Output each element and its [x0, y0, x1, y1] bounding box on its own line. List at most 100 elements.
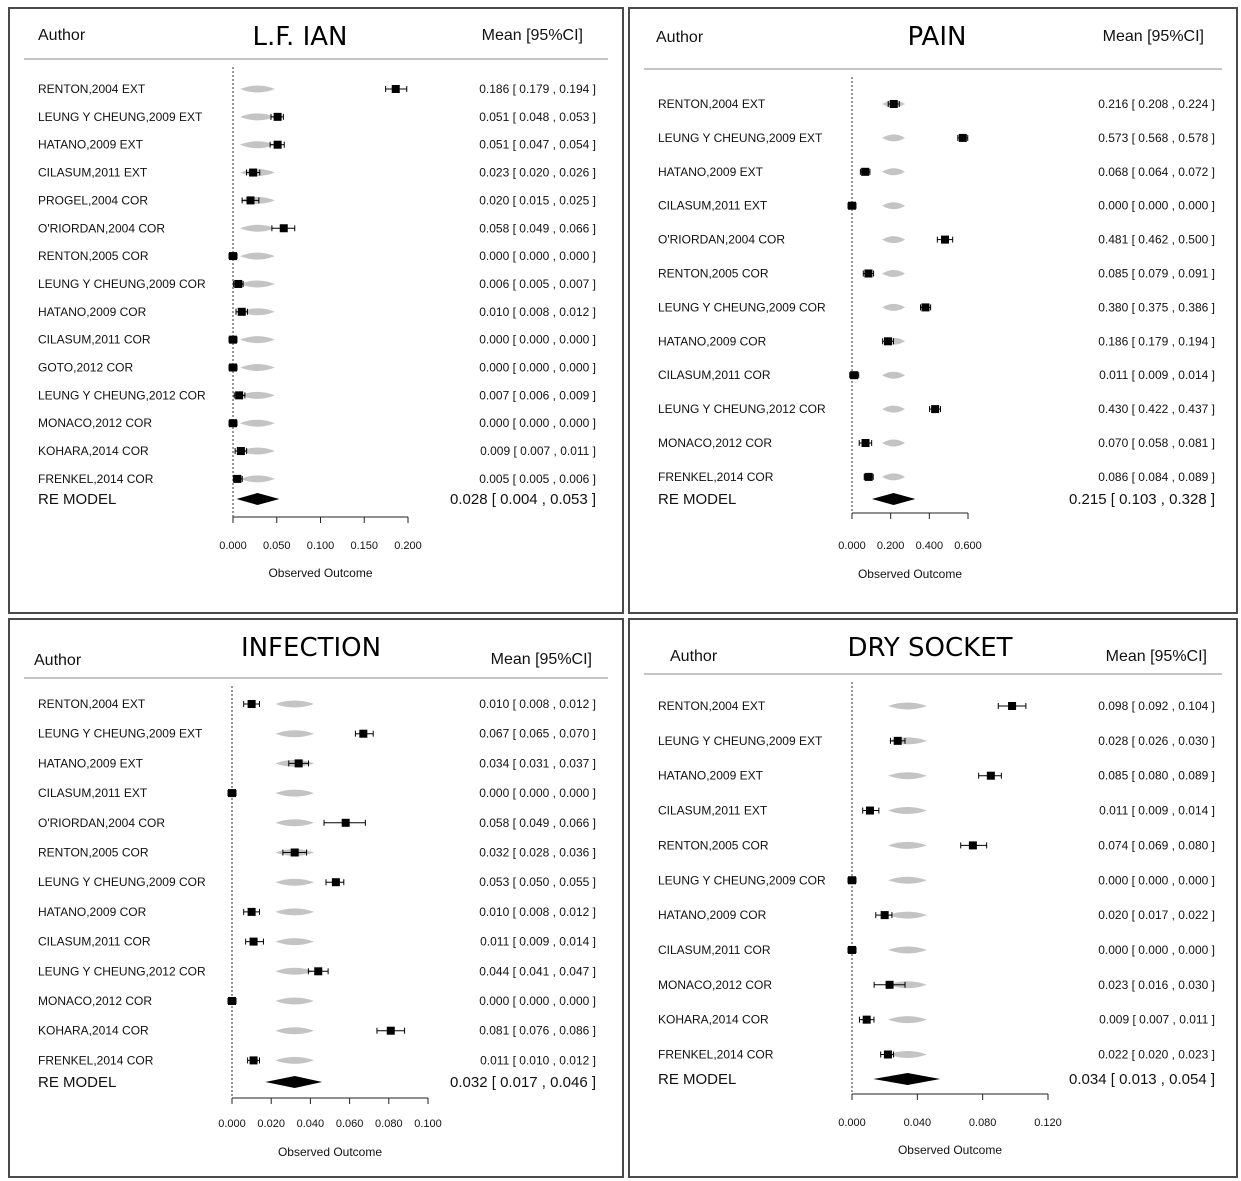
study-label: GOTO,2012 COR: [38, 361, 133, 375]
study-shadow-band: [882, 134, 906, 142]
study-label: LEUNG Y CHEUNG,2009 COR: [38, 277, 206, 291]
x-tick-label: 0.100: [414, 1118, 442, 1130]
study-shadow-band: [888, 702, 927, 710]
author-header: Author: [670, 648, 718, 665]
author-header: Author: [656, 29, 704, 46]
study-ci-text: 0.430 [ 0.422 , 0.437 ]: [1098, 402, 1215, 416]
study-ci-text: 0.000 [ 0.000 , 0.000 ]: [1098, 873, 1215, 887]
study-shadow-band: [888, 876, 927, 884]
study-label: LEUNG Y CHEUNG,2009 COR: [38, 875, 206, 889]
study-point-marker: [968, 841, 977, 850]
study-label: FRENKEL,2014 COR: [38, 1053, 154, 1067]
study-label: MONACO,2012 COR: [658, 978, 772, 992]
study-label: HATANO,2009 EXT: [658, 165, 764, 179]
study-label: RENTON,2005 COR: [658, 838, 769, 852]
x-tick-label: 0.020: [257, 1118, 285, 1130]
x-tick-label: 0.000: [838, 1117, 866, 1129]
study-point-marker: [850, 371, 859, 380]
study-shadow-band: [882, 168, 906, 176]
study-shadow-band: [882, 202, 906, 210]
study-point-marker: [294, 759, 303, 768]
study-label: RENTON,2004 EXT: [38, 82, 146, 96]
x-tick-label: 0.050: [263, 540, 291, 552]
study-label: FRENKEL,2014 COR: [38, 472, 154, 486]
study-label: LEUNG Y CHEUNG,2009 COR: [658, 300, 826, 314]
study-shadow-band: [240, 252, 275, 260]
study-label: CILASUM,2011 COR: [38, 935, 151, 949]
study-label: HATANO,2009 COR: [658, 908, 767, 922]
study-shadow-band: [888, 981, 927, 989]
study-point-marker: [229, 419, 237, 428]
study-label: RENTON,2004 EXT: [658, 699, 766, 713]
study-shadow-band: [240, 336, 275, 344]
study-shadow-band: [240, 85, 275, 93]
study-ci-text: 0.085 [ 0.079 , 0.091 ]: [1098, 267, 1215, 281]
study-point-marker: [273, 112, 282, 121]
study-shadow-band: [888, 841, 927, 849]
mean-ci-header: Mean [95%CI]: [1103, 28, 1204, 45]
study-ci-text: 0.216 [ 0.208 , 0.224 ]: [1098, 97, 1215, 111]
x-tick-label: 0.080: [375, 1118, 403, 1130]
chart-title: DRY SOCKET: [847, 633, 1012, 663]
study-ci-text: 0.010 [ 0.008 , 0.012 ]: [479, 697, 596, 711]
study-point-marker: [314, 967, 323, 976]
study-ci-text: 0.085 [ 0.080 , 0.089 ]: [1098, 769, 1215, 783]
x-tick-label: 0.000: [218, 1118, 246, 1130]
study-point-marker: [229, 335, 237, 344]
study-point-marker: [940, 235, 949, 244]
study-point-marker: [229, 252, 237, 261]
study-point-marker: [247, 907, 256, 916]
forest-plot-infection: Author Mean [95%CI] INFECTION RENTON,2004 E…: [24, 633, 608, 1159]
study-ci-text: 0.068 [ 0.064 , 0.072 ]: [1098, 165, 1215, 179]
study-point-marker: [921, 303, 930, 312]
study-label: HATANO,2009 EXT: [38, 138, 144, 152]
study-point-marker: [236, 447, 245, 456]
study-ci-text: 0.005 [ 0.005 , 0.006 ]: [479, 472, 596, 486]
x-tick-label: 0.080: [969, 1117, 997, 1129]
study-shadow-band: [882, 303, 906, 311]
study-point-marker: [848, 201, 856, 210]
author-header: Author: [38, 27, 86, 44]
study-label: CILASUM,2011 EXT: [658, 199, 768, 213]
study-ci-text: 0.011 [ 0.009 , 0.014 ]: [480, 935, 596, 949]
study-label: LEUNG Y CHEUNG,2012 COR: [658, 402, 826, 416]
study-point-marker: [234, 279, 243, 288]
study-point-marker: [862, 1015, 871, 1024]
study-point-marker: [359, 729, 368, 738]
forest-panel-infection: Author Mean [95%CI] INFECTION RENTON,2004 E…: [8, 618, 624, 1178]
study-point-marker: [341, 818, 350, 827]
study-point-marker: [861, 439, 870, 447]
study-point-marker: [848, 876, 856, 885]
study-label: KOHARA,2014 COR: [38, 1024, 149, 1038]
study-shadow-band: [275, 789, 315, 797]
x-tick-label: 0.000: [219, 540, 247, 552]
study-ci-text: 0.034 [ 0.031 , 0.037 ]: [479, 756, 596, 770]
re-model-diamond: [265, 1076, 323, 1088]
study-label: LEUNG Y CHEUNG,2009 EXT: [658, 131, 823, 145]
study-label: LEUNG Y CHEUNG,2009 EXT: [38, 727, 203, 741]
study-point-marker: [958, 133, 967, 142]
x-tick-label: 0.040: [904, 1117, 932, 1129]
study-label: CILASUM,2011 COR: [658, 943, 771, 957]
study-ci-text: 0.022 [ 0.020 , 0.023 ]: [1098, 1048, 1215, 1062]
study-point-marker: [885, 980, 894, 989]
study-point-marker: [883, 337, 892, 346]
re-model-ci-text: 0.032 [ 0.017 , 0.046 ]: [450, 1074, 596, 1091]
study-ci-text: 0.070 [ 0.058 , 0.081 ]: [1098, 436, 1215, 450]
study-ci-text: 0.028 [ 0.026 , 0.030 ]: [1098, 734, 1215, 748]
study-shadow-band: [240, 475, 275, 483]
study-point-marker: [229, 363, 237, 372]
study-label: FRENKEL,2014 COR: [658, 470, 774, 484]
study-shadow-band: [240, 364, 275, 371]
study-label: RENTON,2005 COR: [38, 249, 149, 263]
study-point-marker: [279, 224, 288, 233]
study-shadow-band: [275, 730, 315, 738]
study-point-marker: [228, 997, 236, 1005]
study-ci-text: 0.010 [ 0.008 , 0.012 ]: [479, 305, 596, 319]
study-label: LEUNG Y CHEUNG,2009 EXT: [38, 110, 203, 124]
study-point-marker: [861, 167, 870, 176]
study-ci-text: 0.186 [ 0.179 , 0.194 ]: [479, 82, 596, 96]
study-label: PROGEL,2004 COR: [38, 193, 148, 207]
study-shadow-band: [882, 371, 906, 379]
study-point-marker: [228, 789, 236, 798]
